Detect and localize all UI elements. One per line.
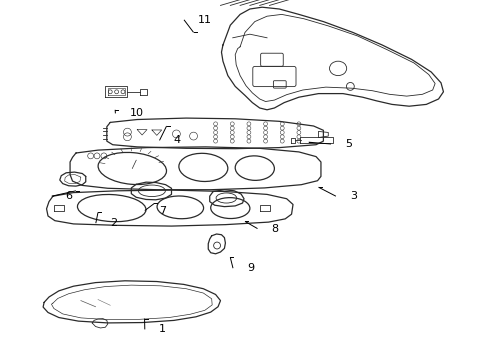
Text: 6: 6 (66, 191, 73, 201)
Text: 1: 1 (159, 324, 166, 334)
Text: 2: 2 (110, 218, 117, 228)
Text: 5: 5 (345, 139, 352, 149)
Text: 10: 10 (129, 108, 144, 118)
Text: 9: 9 (247, 263, 254, 273)
Text: 7: 7 (159, 206, 166, 216)
Text: 8: 8 (271, 224, 279, 234)
Text: 3: 3 (350, 191, 357, 201)
Text: 4: 4 (173, 135, 181, 145)
Text: 11: 11 (198, 15, 212, 25)
